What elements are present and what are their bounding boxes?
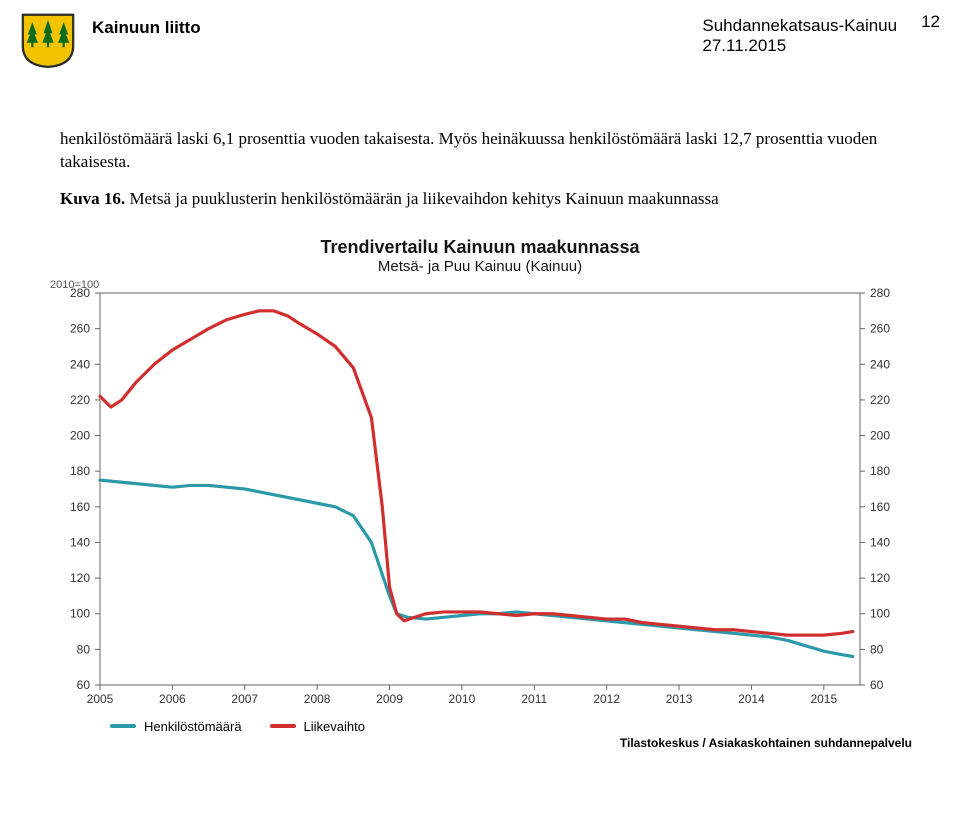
chart-title: Trendivertailu Kainuun maakunnassa	[40, 237, 920, 258]
svg-text:2011: 2011	[521, 692, 547, 706]
svg-text:180: 180	[70, 464, 90, 478]
figure-label: Kuva 16.	[60, 189, 125, 208]
svg-text:2012: 2012	[593, 692, 620, 706]
svg-text:140: 140	[870, 535, 890, 549]
chart-svg: 6060808010010012012014014016016018018020…	[40, 283, 920, 713]
svg-text:80: 80	[77, 642, 91, 656]
chart-legend: Henkilöstömäärä Liikevaihto	[40, 719, 920, 734]
svg-text:60: 60	[77, 678, 91, 692]
chart-container: Trendivertailu Kainuun maakunnassa Metsä…	[0, 225, 960, 750]
svg-text:160: 160	[70, 500, 90, 514]
svg-text:2009: 2009	[376, 692, 403, 706]
doc-title: Suhdannekatsaus-Kainuu 27.11.2015	[702, 12, 897, 56]
svg-text:100: 100	[870, 607, 890, 621]
svg-text:2014: 2014	[738, 692, 765, 706]
legend-label: Liikevaihto	[304, 719, 365, 734]
svg-text:2010: 2010	[449, 692, 476, 706]
svg-text:120: 120	[70, 571, 90, 585]
svg-text:140: 140	[70, 535, 90, 549]
svg-text:280: 280	[870, 286, 890, 300]
org-name: Kainuun liitto	[92, 12, 201, 38]
chart-subtitle: Metsä- ja Puu Kainuu (Kainuu)	[40, 258, 920, 275]
svg-text:80: 80	[870, 642, 884, 656]
svg-text:2007: 2007	[231, 692, 258, 706]
svg-text:260: 260	[70, 321, 90, 335]
page-number: 12	[921, 12, 940, 32]
doc-title-line2: 27.11.2015	[702, 36, 897, 56]
svg-text:2005: 2005	[87, 692, 114, 706]
svg-text:60: 60	[870, 678, 884, 692]
svg-text:260: 260	[870, 321, 890, 335]
svg-text:180: 180	[870, 464, 890, 478]
paragraph-1: henkilöstömäärä laski 6,1 prosenttia vuo…	[60, 128, 900, 174]
doc-title-line1: Suhdannekatsaus-Kainuu	[702, 16, 897, 36]
svg-text:2008: 2008	[304, 692, 331, 706]
svg-text:100: 100	[70, 607, 90, 621]
svg-text:200: 200	[70, 428, 90, 442]
figure-text: Metsä ja puuklusterin henkilöstömäärän j…	[125, 189, 718, 208]
legend-swatch	[270, 724, 296, 728]
chart-source: Tilastokeskus / Asiakaskohtainen suhdann…	[40, 736, 920, 750]
legend-item: Henkilöstömäärä	[110, 719, 242, 734]
svg-text:2015: 2015	[810, 692, 837, 706]
body-text: henkilöstömäärä laski 6,1 prosenttia vuo…	[0, 68, 960, 211]
legend-swatch	[110, 724, 136, 728]
svg-text:160: 160	[870, 500, 890, 514]
svg-text:240: 240	[70, 357, 90, 371]
legend-item: Liikevaihto	[270, 719, 365, 734]
svg-text:220: 220	[70, 393, 90, 407]
chart-box: 2010=100 6060808010010012012014014016016…	[40, 283, 920, 713]
page-header: Kainuun liitto Suhdannekatsaus-Kainuu 27…	[0, 0, 960, 68]
figure-caption: Kuva 16. Metsä ja puuklusterin henkilöst…	[60, 188, 900, 211]
svg-text:120: 120	[870, 571, 890, 585]
svg-text:240: 240	[870, 357, 890, 371]
svg-text:2006: 2006	[159, 692, 186, 706]
legend-label: Henkilöstömäärä	[144, 719, 242, 734]
org-logo	[20, 12, 76, 68]
svg-text:200: 200	[870, 428, 890, 442]
svg-text:220: 220	[870, 393, 890, 407]
svg-text:2013: 2013	[666, 692, 693, 706]
y-axis-unit: 2010=100	[50, 279, 99, 291]
